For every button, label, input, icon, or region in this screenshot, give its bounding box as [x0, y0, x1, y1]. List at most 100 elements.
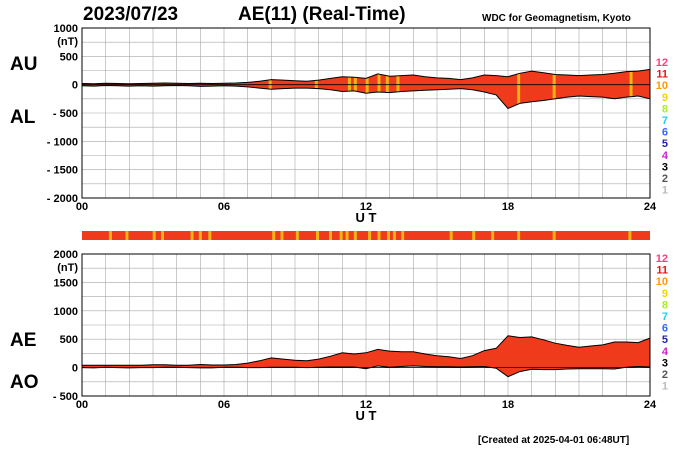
x-tick-label: 06 [218, 399, 230, 411]
au-al-panel: 1000 500 0 - 500 - 1000 - 1500 - 2000 (nT) 00 06 1… [47, 23, 657, 225]
level-label: 5 [662, 334, 668, 346]
x-axis-label: U T [356, 210, 377, 225]
level-label: 7 [662, 115, 668, 127]
level-label: 5 [662, 138, 668, 150]
level-label: 11 [656, 265, 668, 277]
level-label: 12 [656, 253, 668, 265]
activity-bar-gap [401, 231, 405, 240]
activity-bar-gap [295, 231, 299, 240]
activity-bar-gap [108, 231, 112, 240]
y-tick-label: 1000 [54, 23, 78, 35]
label-al: AL [10, 107, 36, 128]
x-axis-label: U T [356, 408, 377, 423]
level-label: 3 [662, 161, 668, 173]
created-timestamp: [Created at 2025-04-01 06:48UT] [478, 435, 629, 446]
activity-bar-gap [552, 231, 556, 240]
level-label: 4 [662, 346, 669, 358]
level-label: 6 [662, 127, 668, 139]
y-tick-label: 2000 [54, 249, 78, 261]
data-gap-strip [347, 77, 351, 92]
activity-bar-gap [339, 231, 343, 240]
activity-bar-gap [280, 231, 284, 240]
level-label: 1 [662, 381, 668, 393]
x-tick-label: 00 [76, 201, 88, 213]
level-label: 6 [662, 323, 668, 335]
level-label: 8 [662, 299, 668, 311]
activity-bar-gap [125, 231, 129, 240]
activity-bar-gap [198, 231, 202, 240]
activity-bar-gap [491, 231, 495, 240]
data-gap-strip [385, 75, 389, 93]
y-tick-label: - 1500 [47, 165, 78, 177]
y-tick-label: 0 [72, 80, 78, 92]
series-line-al [81, 84, 651, 110]
y-tick-label: - 500 [53, 391, 78, 403]
y-tick-label: 0 [72, 363, 78, 375]
plot-title: AE(11) (Real-Time) [238, 4, 406, 25]
x-tick-label: 12 [360, 201, 372, 213]
level-label: 9 [662, 288, 668, 300]
activity-bar-gap [353, 231, 357, 240]
activity-bar-gap [517, 231, 521, 240]
level-label: 11 [656, 69, 668, 81]
plot-frame [81, 253, 651, 397]
activity-bar-gap [190, 231, 194, 240]
series-line-ae [82, 335, 651, 366]
x-tick-label: 24 [644, 399, 657, 411]
x-tick-label: 18 [502, 201, 514, 213]
activity-bar [82, 231, 650, 240]
data-gap-strip [629, 71, 633, 97]
activity-bar-gap [152, 231, 156, 240]
activity-bar-base [82, 231, 650, 240]
data-gap-strip [365, 77, 369, 94]
label-ae: AE [10, 330, 36, 351]
y-tick-label: - 2000 [47, 193, 78, 205]
level-label: 9 [662, 92, 668, 104]
y-unit-label: (nT) [57, 36, 78, 48]
x-tick-label: 06 [218, 201, 230, 213]
data-gap-strip [552, 74, 556, 100]
x-tick-label: 00 [76, 399, 88, 411]
activity-bar-gap [208, 231, 212, 240]
data-gap-strip [396, 75, 400, 92]
activity-bar-gap [368, 231, 372, 240]
ae-ao-panel: 2000 1500 1000 500 0 - 500 (nT) 00 06 12 18 24 U T [53, 249, 657, 423]
plot-frame [81, 27, 651, 199]
activity-bar-gap [160, 231, 164, 240]
x-tick-label: 12 [360, 399, 372, 411]
activity-bar-gap [386, 231, 390, 240]
y-tick-label: 1500 [54, 277, 78, 289]
x-tick-label: 18 [502, 399, 514, 411]
y-tick-label: - 1000 [47, 136, 78, 148]
x-tick-label: 24 [644, 201, 657, 213]
activity-bar-gap [329, 231, 332, 240]
level-label: 8 [662, 103, 668, 115]
plot-date: 2023/07/23 [83, 4, 178, 25]
data-gap-strip [517, 73, 521, 104]
activity-bar-gap [392, 231, 396, 240]
index-fill-area [82, 335, 650, 377]
level-label: 4 [662, 150, 669, 162]
activity-bar-gap [449, 231, 453, 240]
activity-bar-gap [628, 231, 632, 240]
level-label: 10 [656, 276, 668, 288]
label-au: AU [10, 54, 37, 75]
data-gap-strip [377, 74, 381, 93]
level-label: 7 [662, 311, 668, 323]
activity-bar-gap [315, 231, 319, 240]
y-tick-label: - 500 [53, 108, 78, 120]
activity-bar-gap [345, 231, 349, 240]
y-tick-label: 1000 [54, 306, 78, 318]
activity-bar-gap [272, 231, 276, 240]
label-ao: AO [10, 372, 39, 393]
level-label: 10 [656, 80, 668, 92]
level-label: 3 [662, 357, 668, 369]
level-label: 2 [662, 173, 668, 185]
activity-bar-gap [377, 231, 381, 240]
data-source: WDC for Geomagnetism, Kyoto [482, 13, 631, 24]
activity-bar-gap [472, 231, 476, 240]
y-tick-label: 500 [60, 51, 78, 63]
series-line-au [81, 68, 651, 85]
